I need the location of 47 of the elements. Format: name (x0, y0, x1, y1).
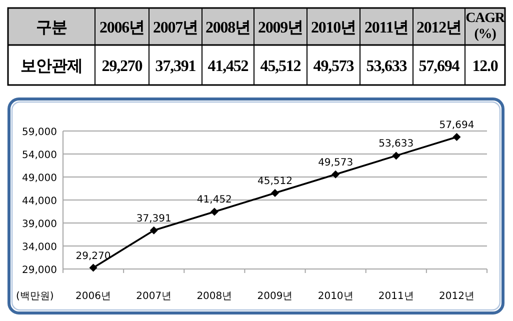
data-label: 45,512 (260, 58, 302, 75)
text: CAGR (%) (466, 11, 504, 42)
text: 구분 (36, 20, 67, 36)
category-label: 2012년 (416, 20, 462, 36)
text: 53,633 (378, 138, 414, 150)
point (210, 208, 218, 216)
x-tick-label: 2012년 (438, 291, 474, 302)
category-label: 2008년 (205, 20, 251, 36)
data-label: 57,694 (418, 58, 460, 75)
text: 29,270 (76, 250, 111, 262)
text: 37,391 (136, 213, 172, 224)
text: 57,694 (439, 120, 474, 132)
category-label: 2011년 (364, 20, 409, 36)
text: 41,452 (196, 194, 232, 206)
point (150, 226, 158, 234)
y-axis-title: (백만원) (16, 291, 54, 302)
data-label: 53,633 (366, 58, 408, 75)
y-tick-label: 54,000 (22, 150, 57, 161)
x-tick-label: 2007년 (136, 291, 172, 302)
point (392, 152, 400, 160)
y-tick-label: 59,000 (22, 127, 57, 138)
x-tick-label: 2008년 (196, 291, 232, 302)
point (332, 170, 340, 178)
text: 12.0 (472, 58, 498, 75)
text: 45,512 (258, 176, 292, 188)
y-tick-label: 44,000 (22, 196, 57, 207)
y-tick-label: 49,000 (22, 173, 57, 184)
category-label: 2006년 (99, 20, 145, 36)
text: 49,573 (318, 157, 354, 168)
data-label: 41,452 (208, 58, 249, 75)
y-tick-label: 34,000 (22, 242, 57, 253)
data-label: 29,270 (102, 58, 143, 75)
data-label: 37,391 (155, 58, 196, 75)
category-label: 2009년 (258, 20, 304, 36)
point (89, 264, 98, 272)
point (271, 189, 279, 198)
x-tick-label: 2009년 (257, 291, 293, 302)
point (452, 133, 461, 142)
x-tick-label: 2010년 (318, 291, 354, 302)
category-label: 2010년 (310, 20, 356, 36)
x-tick-label: 2011년 (378, 291, 414, 302)
y-tick-label: 29,000 (22, 265, 57, 276)
text: 보안관제 (20, 58, 82, 75)
data-label: 49,573 (313, 58, 354, 75)
y-tick-label: 39,000 (22, 219, 57, 230)
category-label: 2007년 (152, 20, 198, 36)
x-tick-label: 2006년 (76, 291, 112, 302)
